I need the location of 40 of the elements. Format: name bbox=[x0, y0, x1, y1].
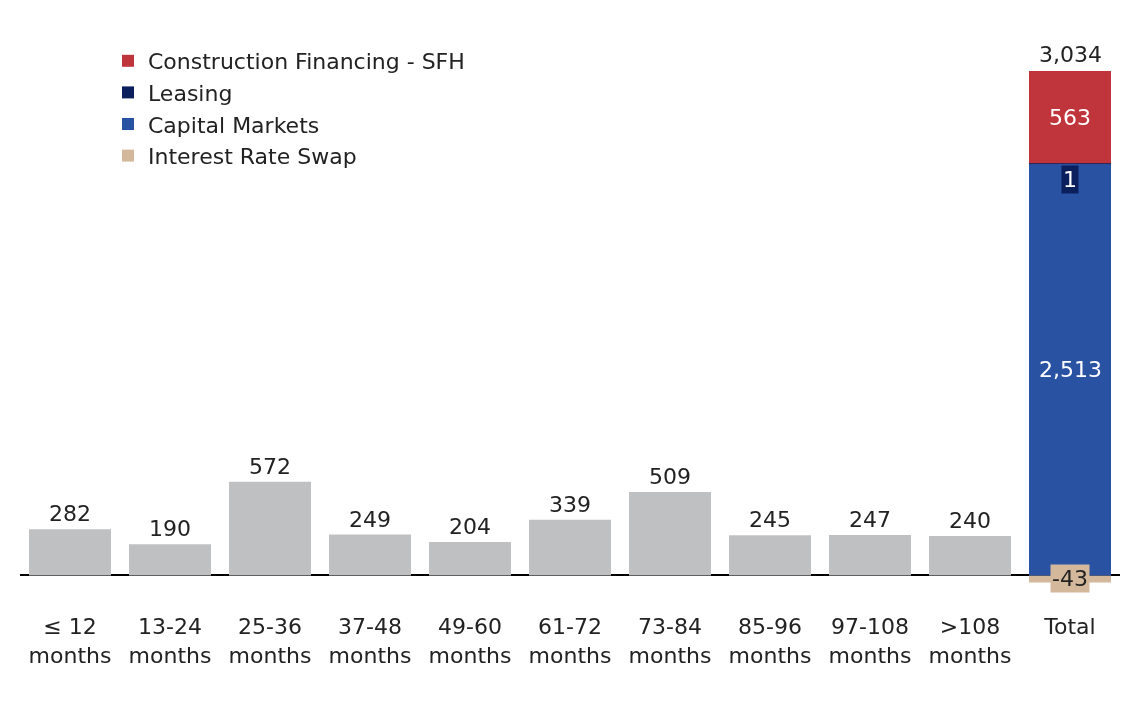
bar bbox=[429, 541, 511, 576]
data-label: -43 bbox=[1052, 566, 1088, 591]
x-tick-label: 97-108 months bbox=[828, 614, 912, 668]
data-label: 509 bbox=[649, 463, 691, 489]
bar bbox=[529, 519, 611, 576]
x-tick-label: 61-72 months bbox=[528, 614, 612, 668]
data-label: 240 bbox=[949, 508, 991, 534]
bar bbox=[729, 535, 811, 576]
x-tick-label: Total bbox=[1043, 614, 1096, 639]
data-label: 282 bbox=[49, 501, 91, 527]
total-label: 3,034 bbox=[1039, 42, 1102, 67]
x-tick-label: 25-36 months bbox=[228, 614, 312, 668]
data-label: 245 bbox=[749, 507, 791, 533]
bar bbox=[129, 544, 211, 576]
bar bbox=[329, 534, 411, 576]
x-tick-label: >108 months bbox=[928, 614, 1012, 668]
legend-label: Capital Markets bbox=[148, 112, 320, 138]
legend-label: Construction Financing - SFH bbox=[148, 49, 465, 75]
bar bbox=[229, 481, 311, 576]
x-tick-label: 73-84 months bbox=[628, 614, 712, 668]
x-tick-label: ≤ 12 months bbox=[28, 614, 112, 668]
bar bbox=[929, 536, 1011, 576]
data-label: 563 bbox=[1049, 105, 1091, 130]
data-label: 339 bbox=[549, 491, 591, 517]
data-label: 190 bbox=[149, 516, 191, 542]
bar bbox=[829, 534, 911, 576]
bar bbox=[629, 491, 711, 576]
x-tick-label: 13-24 months bbox=[128, 614, 212, 668]
data-label: 1 bbox=[1063, 167, 1077, 192]
data-label: 247 bbox=[849, 506, 891, 532]
data-label: 572 bbox=[249, 453, 291, 479]
legend-label: Leasing bbox=[148, 80, 233, 106]
data-label: 2,513 bbox=[1039, 357, 1102, 382]
legend-label: Interest Rate Swap bbox=[148, 144, 357, 170]
data-label: 204 bbox=[449, 513, 491, 539]
bar bbox=[29, 529, 111, 576]
x-tick-label: 37-48 months bbox=[328, 614, 412, 668]
data-label: 249 bbox=[349, 506, 391, 532]
x-tick-label: 49-60 months bbox=[428, 614, 512, 668]
x-tick-label: 85-96 months bbox=[728, 614, 812, 668]
